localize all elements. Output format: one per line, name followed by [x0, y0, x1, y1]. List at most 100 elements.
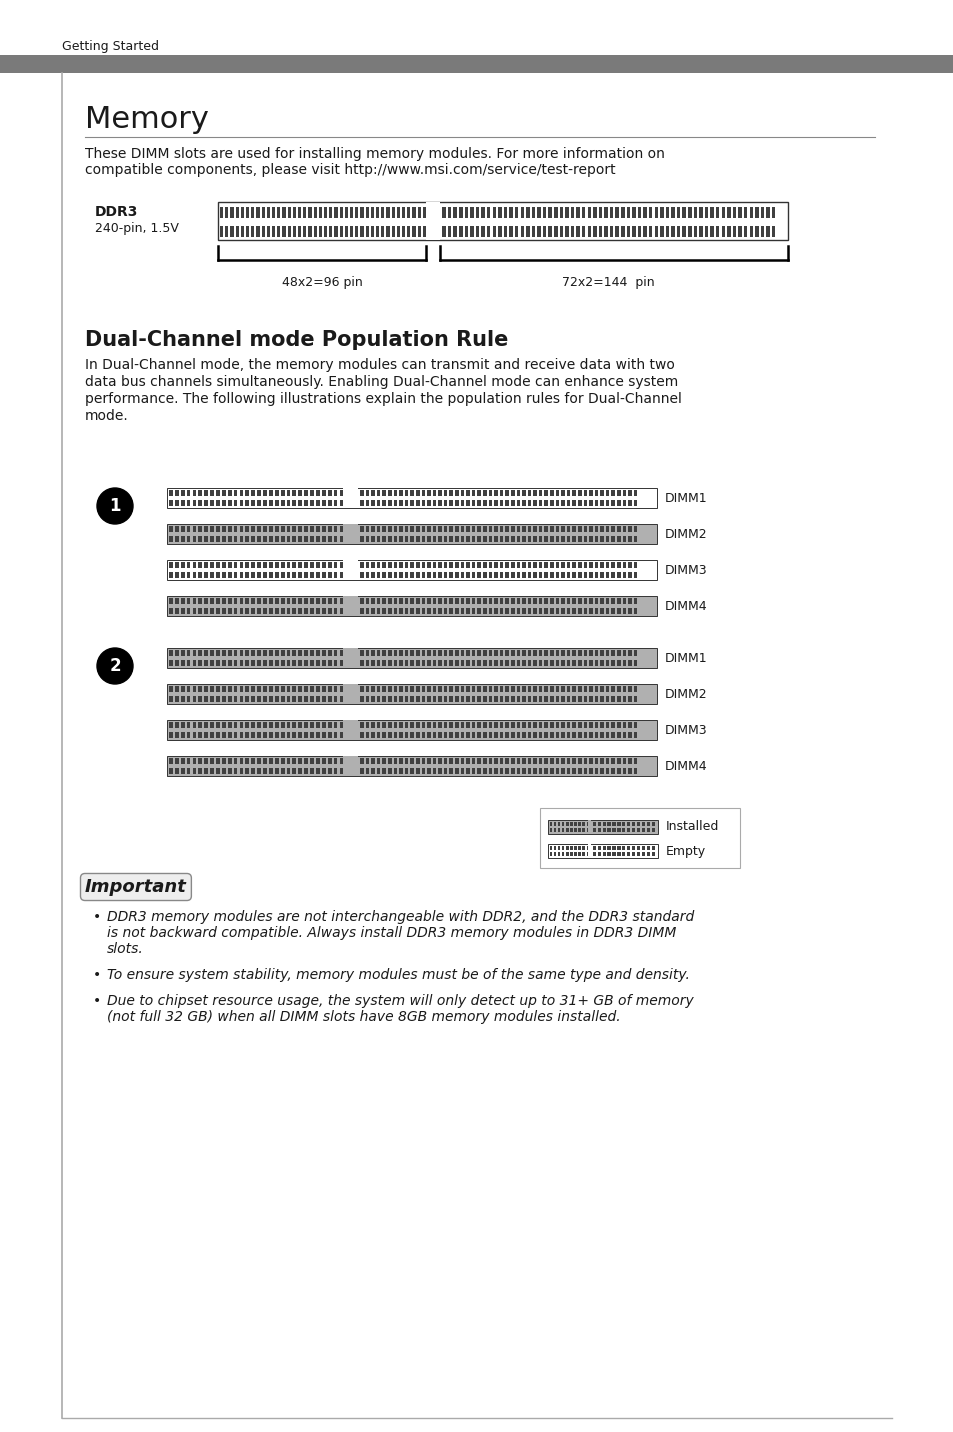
Bar — [488, 490, 492, 495]
Bar — [215, 686, 219, 692]
Bar — [566, 500, 570, 505]
Bar — [269, 490, 273, 495]
Bar — [494, 686, 497, 692]
Bar — [293, 686, 296, 692]
Bar — [433, 490, 436, 495]
Bar — [382, 563, 386, 569]
Bar — [257, 563, 261, 569]
Bar — [555, 759, 558, 765]
Bar — [550, 732, 553, 737]
Bar — [605, 563, 609, 569]
Bar — [449, 696, 453, 702]
Bar — [410, 490, 414, 495]
Bar — [527, 527, 531, 533]
Bar — [286, 609, 290, 613]
Bar — [286, 571, 290, 577]
Bar — [416, 563, 419, 569]
Bar — [594, 527, 598, 533]
Bar — [394, 563, 396, 569]
Bar — [371, 563, 375, 569]
Bar — [550, 768, 553, 773]
Bar — [193, 650, 196, 656]
Bar — [572, 768, 576, 773]
Bar — [359, 650, 363, 656]
Bar — [328, 660, 332, 666]
Bar — [334, 768, 337, 773]
Bar — [282, 206, 285, 218]
Bar — [396, 226, 399, 236]
Bar — [583, 686, 586, 692]
Bar — [488, 696, 492, 702]
Bar — [488, 527, 492, 533]
Bar — [447, 226, 451, 236]
Bar — [298, 696, 302, 702]
Bar — [310, 536, 314, 541]
Bar — [633, 609, 637, 613]
Bar — [505, 490, 508, 495]
Bar — [555, 696, 558, 702]
Bar — [442, 206, 445, 218]
Bar — [449, 768, 453, 773]
Bar — [482, 732, 486, 737]
Bar — [371, 696, 375, 702]
Bar — [404, 490, 408, 495]
Bar — [599, 696, 603, 702]
Text: DDR3: DDR3 — [95, 205, 138, 219]
Bar — [716, 226, 719, 236]
Bar — [771, 206, 775, 218]
Bar — [280, 490, 284, 495]
Bar — [187, 490, 191, 495]
Bar — [286, 599, 290, 604]
Bar — [472, 660, 475, 666]
Bar — [269, 732, 273, 737]
Bar — [466, 536, 469, 541]
Bar — [239, 571, 243, 577]
Bar — [407, 206, 410, 218]
Bar — [566, 599, 570, 604]
Bar — [605, 732, 609, 737]
Bar — [527, 500, 531, 505]
Bar — [433, 686, 436, 692]
Bar — [583, 732, 586, 737]
Bar — [460, 686, 464, 692]
Bar — [443, 732, 447, 737]
Bar — [572, 500, 576, 505]
Bar — [167, 720, 657, 740]
Bar — [472, 696, 475, 702]
Bar — [365, 759, 369, 765]
Bar — [251, 609, 254, 613]
Bar — [559, 206, 562, 218]
Bar — [572, 696, 576, 702]
Bar — [304, 650, 308, 656]
Bar — [371, 490, 375, 495]
Bar — [599, 500, 603, 505]
Bar — [274, 722, 278, 727]
Bar — [251, 500, 254, 505]
Bar — [654, 226, 658, 236]
Bar — [449, 536, 453, 541]
Bar — [315, 722, 319, 727]
Bar — [458, 206, 462, 218]
Bar — [231, 226, 233, 236]
Bar — [198, 759, 202, 765]
Text: DIMM3: DIMM3 — [664, 723, 707, 736]
Bar — [404, 571, 408, 577]
Bar — [274, 571, 278, 577]
Bar — [499, 500, 503, 505]
Bar — [527, 650, 531, 656]
Bar — [482, 563, 486, 569]
Bar — [427, 660, 431, 666]
Bar — [633, 759, 637, 765]
Bar — [328, 500, 332, 505]
Bar — [239, 768, 243, 773]
Bar — [334, 599, 337, 604]
Bar — [228, 732, 232, 737]
Bar — [233, 563, 237, 569]
Text: DDR3 memory modules are not interchangeable with DDR2, and the DDR3 standard: DDR3 memory modules are not interchangea… — [107, 909, 694, 924]
Bar — [555, 527, 558, 533]
Bar — [525, 206, 529, 218]
Bar — [505, 650, 508, 656]
Bar — [516, 599, 519, 604]
Bar — [544, 500, 547, 505]
Bar — [174, 536, 178, 541]
